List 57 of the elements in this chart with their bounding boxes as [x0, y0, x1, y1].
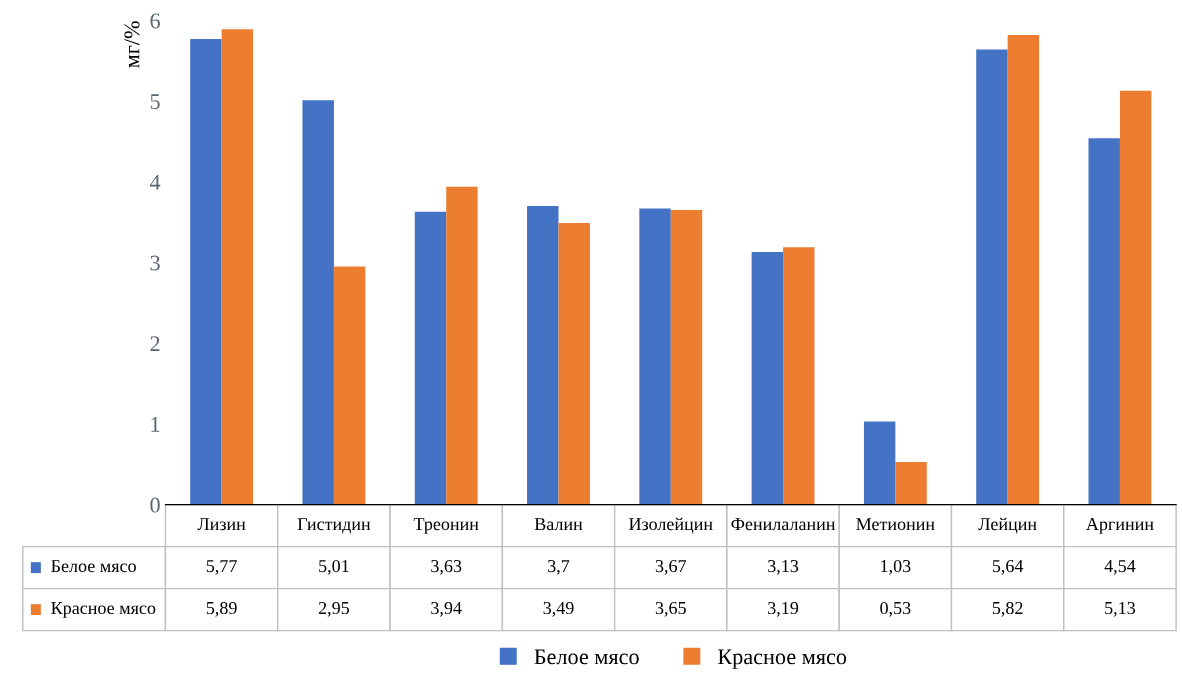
bar — [895, 461, 927, 505]
data-label: 3,65 — [655, 601, 686, 617]
bar — [1119, 90, 1152, 505]
data-label: 5,13 — [1105, 601, 1136, 617]
data-label: 5,89 — [206, 601, 237, 617]
data-label: 0,53 — [880, 601, 911, 617]
bar — [783, 247, 815, 505]
legend-label: Красное мясо — [51, 602, 156, 618]
x-tick-label: Валин — [534, 518, 583, 531]
y-tick-label: 5 — [150, 94, 160, 110]
bar — [751, 252, 784, 505]
y-tick-label: 3 — [150, 255, 160, 271]
bar — [414, 211, 447, 505]
text: Белое мясо — [534, 649, 639, 665]
x-tick-label: Треонин — [413, 518, 479, 534]
data-label: 3,67 — [655, 560, 687, 575]
bar — [527, 206, 559, 505]
bar — [670, 210, 703, 505]
y-tick-label: 1 — [151, 417, 160, 432]
text: Красное мясо — [718, 649, 847, 669]
bar — [446, 186, 478, 505]
y-tick-label: 2 — [150, 336, 160, 351]
data-label: 3,13 — [768, 560, 799, 575]
bar — [639, 208, 671, 505]
x-tick-label: Гистидин — [297, 518, 371, 534]
data-label: 3,94 — [431, 601, 462, 617]
bar — [1088, 138, 1120, 505]
data-label: 5,77 — [206, 560, 237, 575]
bar — [558, 223, 590, 505]
data-label: 5,01 — [319, 559, 349, 575]
y-tick-label: 0 — [150, 497, 160, 513]
y-tick-label: 6 — [150, 13, 160, 29]
data-label: 5,64 — [992, 560, 1024, 575]
bar — [333, 266, 366, 505]
bar — [976, 49, 1008, 505]
y-axis-title: мг/% — [124, 21, 140, 68]
x-tick-label: Изолейцин — [629, 517, 713, 534]
bar — [221, 29, 254, 505]
x-tick-label: Аргинин — [1086, 518, 1154, 534]
data-label: 3,19 — [768, 601, 799, 617]
x-tick-label: Метионин — [856, 518, 935, 531]
bar — [863, 421, 896, 505]
data-label: 2,95 — [318, 601, 350, 617]
x-tick-label: Лейцин — [978, 517, 1037, 534]
data-label: 3,63 — [431, 560, 462, 575]
data-label: 3,49 — [543, 601, 574, 617]
x-tick-label: Лизин — [197, 518, 246, 531]
data-label: 4,54 — [1104, 560, 1136, 575]
bar — [302, 100, 334, 505]
bar — [190, 39, 222, 505]
y-tick-label: 4 — [149, 174, 161, 190]
legend-label: Белое мясо — [51, 560, 136, 573]
data-label: 5,82 — [992, 601, 1023, 617]
data-label: 3,7 — [548, 560, 570, 575]
bar — [1007, 34, 1040, 505]
x-tick-label: Фенилаланин — [731, 518, 836, 531]
data-label: 1,03 — [881, 559, 911, 575]
